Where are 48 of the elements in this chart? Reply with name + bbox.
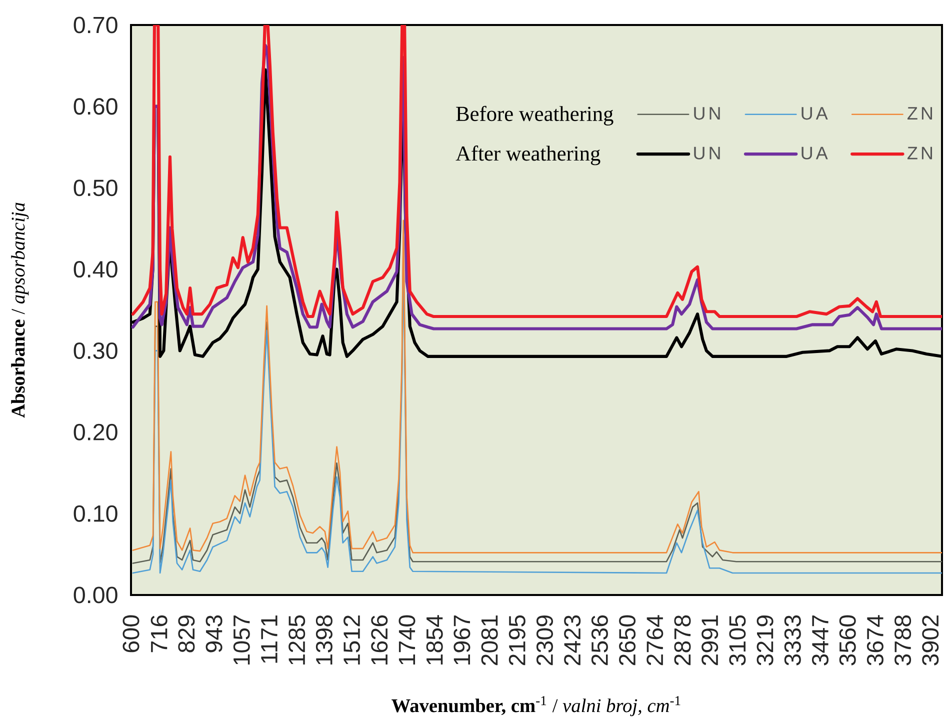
x-tick-label: 2309 xyxy=(536,615,553,666)
x-tick-label: 2081 xyxy=(481,616,498,666)
x-tick-label: 829 xyxy=(178,615,195,652)
y-tick-label: 0.00 xyxy=(74,586,118,604)
legend-label: ZN xyxy=(908,107,932,120)
y-tick-label: 0.10 xyxy=(74,505,118,522)
y-axis-title: Absorbance / apsorbancija xyxy=(11,202,29,418)
x-tick-label: 1512 xyxy=(344,616,360,665)
x-tick-label: 1740 xyxy=(398,615,416,665)
x-tick-label: 3560 xyxy=(839,615,856,666)
legend-label: UN xyxy=(694,107,720,120)
x-tick-label: 3105 xyxy=(729,615,746,666)
x-tick-label: 1057 xyxy=(233,616,250,665)
legend-label: UA xyxy=(802,146,828,160)
y-tick-label: 0.40 xyxy=(74,261,118,278)
x-tick-label: 3902 xyxy=(922,616,939,666)
y-tick-label: 0.60 xyxy=(74,98,118,115)
y-tick-label: 0.30 xyxy=(74,342,118,359)
y-tick-label: 0.20 xyxy=(74,424,118,440)
x-tick-label: 2423 xyxy=(564,615,581,666)
x-axis-title: Wavenumber, cm$^{-1}$ / valni broj, cm$^{-1}$ xyxy=(392,696,680,716)
x-tick-label: 716 xyxy=(150,615,168,652)
y-tick-label: 0.50 xyxy=(74,180,118,196)
x-tick-label: 1285 xyxy=(288,615,306,665)
x-tick-label: 3447 xyxy=(812,616,828,666)
x-tick-label: 943 xyxy=(206,615,222,652)
x-tick-label: 3674 xyxy=(866,615,884,666)
y-tick-label: 0.70 xyxy=(74,16,118,34)
x-tick-label: 3333 xyxy=(784,615,801,666)
annotation: Before weathering xyxy=(456,106,614,126)
legend-label: UA xyxy=(802,107,828,120)
x-tick-label: 2991 xyxy=(702,616,718,666)
x-tick-label: 1967 xyxy=(454,616,470,665)
x-tick-label: 2878 xyxy=(674,615,691,666)
x-tick-label: 600 xyxy=(122,615,140,652)
x-tick-label: 1171 xyxy=(261,616,278,663)
x-tick-label: 1854 xyxy=(426,615,443,665)
x-tick-label: 2195 xyxy=(508,615,526,666)
x-tick-label: 3219 xyxy=(756,615,774,666)
x-tick-label: 1398 xyxy=(316,615,332,665)
x-tick-label: 2536 xyxy=(591,615,608,666)
x-tick-label: 3788 xyxy=(894,615,912,666)
x-tick-label: 1626 xyxy=(371,615,388,665)
legend-label: UN xyxy=(694,146,720,160)
x-tick-label: 2764 xyxy=(646,615,664,666)
x-tick-label: 2650 xyxy=(619,615,636,666)
annotation: After weathering xyxy=(456,146,600,166)
legend-label: ZN xyxy=(908,146,932,160)
